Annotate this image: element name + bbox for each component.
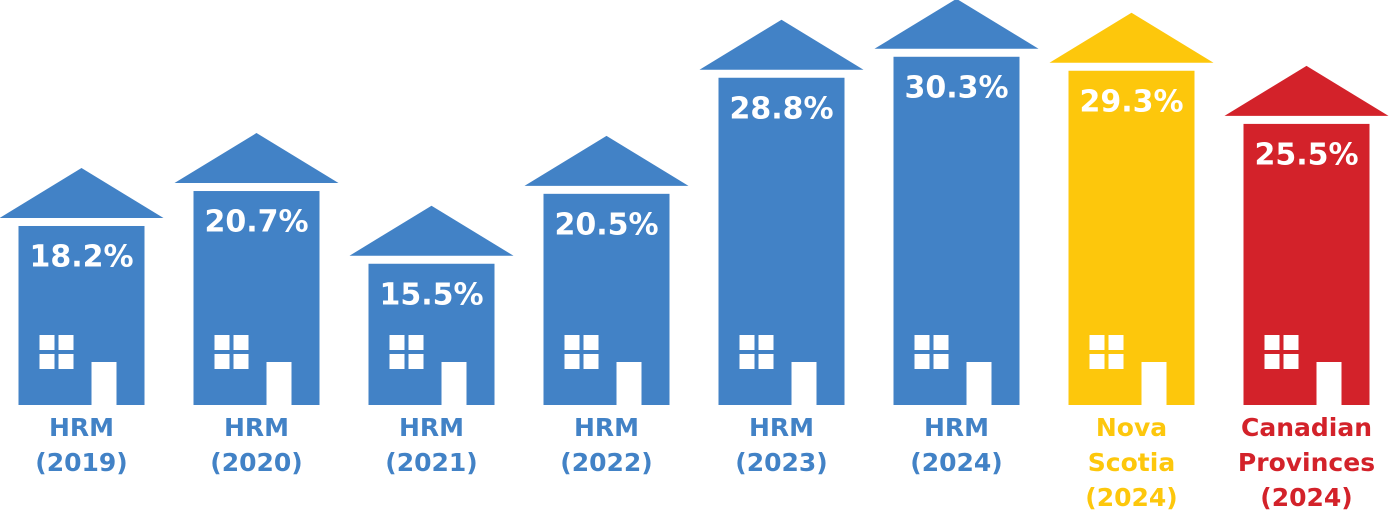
window	[564, 354, 580, 369]
value-label: 20.5%	[554, 207, 658, 242]
door	[1141, 362, 1167, 405]
window	[39, 354, 55, 369]
category-label: (2020)	[210, 448, 302, 477]
category-label: Provinces	[1238, 448, 1375, 477]
window	[408, 354, 424, 369]
house-roof	[0, 167, 164, 218]
house-body	[368, 263, 495, 405]
category-label: Scotia	[1088, 448, 1175, 477]
door	[1316, 362, 1342, 405]
window	[233, 354, 249, 369]
category-label: HRM	[49, 413, 114, 442]
category-label: Canadian	[1241, 413, 1372, 442]
house-body	[543, 193, 670, 405]
value-label: 30.3%	[904, 70, 1008, 105]
value-label: 20.7%	[204, 205, 308, 240]
door	[91, 362, 117, 405]
window	[214, 335, 230, 350]
window	[914, 354, 930, 369]
window	[39, 335, 55, 350]
house-roof	[174, 133, 339, 184]
house-roof	[874, 0, 1039, 49]
house-roof	[1049, 12, 1214, 63]
category-label: HRM	[224, 413, 289, 442]
house-body	[893, 56, 1020, 405]
category-label: (2019)	[35, 448, 127, 477]
value-label: 18.2%	[29, 239, 133, 274]
window	[214, 354, 230, 369]
window	[914, 335, 930, 350]
house-body	[718, 77, 845, 405]
window	[758, 354, 774, 369]
value-label: 25.5%	[1254, 137, 1358, 172]
window	[739, 335, 755, 350]
category-label: (2024)	[1085, 483, 1177, 511]
house-roof	[1224, 65, 1389, 116]
category-label: (2022)	[560, 448, 652, 477]
window	[758, 335, 774, 350]
category-label: HRM	[749, 413, 814, 442]
window	[1283, 335, 1299, 350]
door	[441, 362, 467, 405]
value-label: 28.8%	[729, 91, 833, 126]
category-label: (2024)	[1260, 483, 1352, 511]
category-label: (2021)	[385, 448, 477, 477]
category-label: HRM	[924, 413, 989, 442]
door	[966, 362, 992, 405]
window	[1264, 354, 1280, 369]
window	[1283, 354, 1299, 369]
house-roof	[699, 19, 864, 70]
category-label: HRM	[574, 413, 639, 442]
window	[583, 354, 599, 369]
window	[583, 335, 599, 350]
category-label: (2023)	[735, 448, 827, 477]
window	[933, 335, 949, 350]
window	[1089, 354, 1105, 369]
window	[1089, 335, 1105, 350]
value-label: 15.5%	[379, 277, 483, 312]
house-roof	[349, 205, 514, 256]
house-body	[193, 191, 320, 405]
value-label: 29.3%	[1079, 84, 1183, 119]
window	[408, 335, 424, 350]
category-label: HRM	[399, 413, 464, 442]
door	[266, 362, 292, 405]
door	[616, 362, 642, 405]
house-body	[18, 225, 145, 405]
house-body	[1068, 70, 1195, 405]
window	[1264, 335, 1280, 350]
window	[933, 354, 949, 369]
category-label: Nova	[1096, 413, 1167, 442]
door	[791, 362, 817, 405]
house-roof	[524, 135, 689, 186]
window	[233, 335, 249, 350]
window	[564, 335, 580, 350]
window	[1108, 354, 1124, 369]
window	[58, 354, 74, 369]
window	[389, 354, 405, 369]
window	[1108, 335, 1124, 350]
window	[739, 354, 755, 369]
category-label: (2024)	[910, 448, 1002, 477]
window	[389, 335, 405, 350]
window	[58, 335, 74, 350]
